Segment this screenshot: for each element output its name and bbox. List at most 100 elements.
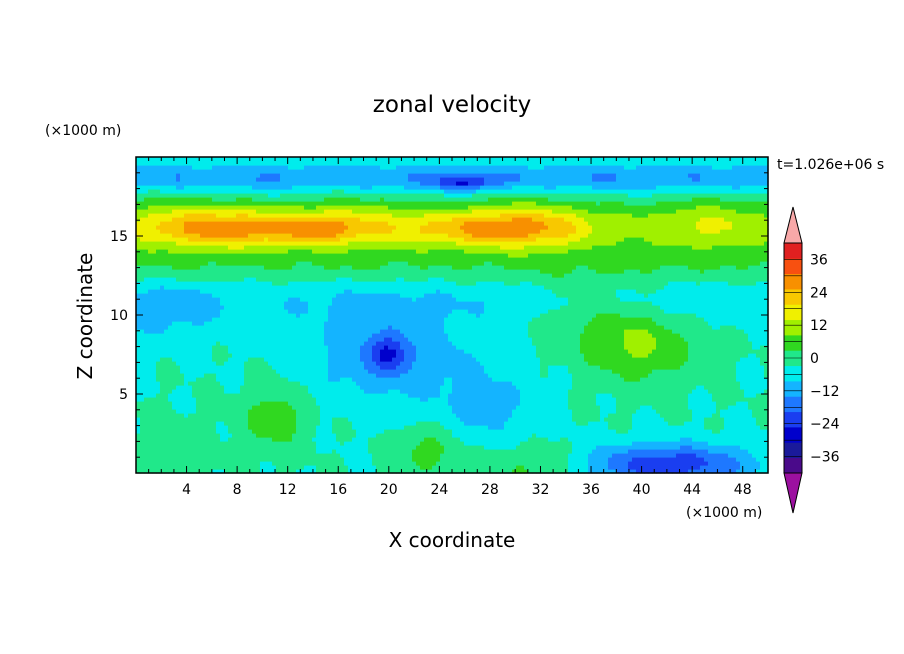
heatmap-cell: [268, 465, 273, 470]
heatmap-cell: [364, 445, 369, 450]
heatmap-cell: [368, 393, 373, 398]
heatmap-cell: [288, 253, 293, 258]
heatmap-cell: [256, 189, 261, 194]
heatmap-cell: [220, 341, 225, 346]
heatmap-cell: [240, 333, 245, 338]
heatmap-cell: [136, 173, 141, 178]
heatmap-cell: [200, 261, 205, 266]
heatmap-cell: [144, 273, 149, 278]
heatmap-cell: [212, 433, 217, 438]
heatmap-cell: [352, 161, 357, 166]
heatmap-cell: [144, 185, 149, 190]
heatmap-cell: [344, 257, 349, 262]
heatmap-cell: [280, 349, 285, 354]
heatmap-cell: [380, 425, 385, 430]
heatmap-cell: [276, 205, 281, 210]
heatmap-cell: [252, 245, 257, 250]
heatmap-cell: [268, 409, 273, 414]
heatmap-cell: [248, 353, 253, 358]
heatmap-cell: [236, 181, 241, 186]
heatmap-cell: [176, 385, 181, 390]
heatmap-cell: [228, 197, 233, 202]
heatmap-cell: [180, 277, 185, 282]
heatmap-cell: [328, 453, 333, 458]
heatmap-cell: [352, 233, 357, 238]
heatmap-cell: [384, 161, 389, 166]
heatmap-cell: [196, 465, 201, 470]
heatmap-cell: [184, 245, 189, 250]
heatmap-cell: [292, 453, 297, 458]
heatmap-cell: [288, 445, 293, 450]
heatmap-cell: [324, 457, 329, 462]
heatmap-cell: [284, 177, 289, 182]
heatmap-cell: [232, 445, 237, 450]
heatmap-cell: [284, 253, 289, 258]
heatmap-cell: [144, 165, 149, 170]
heatmap-cell: [360, 409, 365, 414]
heatmap-cell: [380, 405, 385, 410]
heatmap-cell: [368, 281, 373, 286]
heatmap-cell: [172, 225, 177, 230]
heatmap-cell: [244, 181, 249, 186]
heatmap-cell: [172, 417, 177, 422]
heatmap-cell: [212, 193, 217, 198]
heatmap-cell: [340, 337, 345, 342]
heatmap-cell: [284, 365, 289, 370]
heatmap-cell: [208, 413, 213, 418]
heatmap-cell: [380, 285, 385, 290]
heatmap-cell: [344, 205, 349, 210]
heatmap-cell: [228, 465, 233, 470]
heatmap-cell: [260, 289, 265, 294]
heatmap-cell: [148, 353, 153, 358]
heatmap-cell: [220, 313, 225, 318]
heatmap-cell: [228, 165, 233, 170]
heatmap-cell: [244, 321, 249, 326]
heatmap-cell: [176, 269, 181, 274]
heatmap-cell: [212, 297, 217, 302]
heatmap-cell: [288, 453, 293, 458]
heatmap-cell: [260, 321, 265, 326]
heatmap-cell: [160, 353, 165, 358]
heatmap-cell: [272, 445, 277, 450]
heatmap-cell: [136, 457, 141, 462]
heatmap-cell: [140, 341, 145, 346]
heatmap-cell: [224, 269, 229, 274]
heatmap-cell: [380, 349, 385, 354]
heatmap-cell: [232, 441, 237, 446]
heatmap-cell: [340, 369, 345, 374]
heatmap-cell: [356, 157, 361, 162]
heatmap-cell: [192, 349, 197, 354]
heatmap-cell: [276, 441, 281, 446]
heatmap-cell: [156, 289, 161, 294]
heatmap-cell: [328, 197, 333, 202]
heatmap-cell: [212, 381, 217, 386]
heatmap-cell: [244, 237, 249, 242]
heatmap-cell: [224, 433, 229, 438]
heatmap-cell: [340, 409, 345, 414]
heatmap-cell: [316, 261, 321, 266]
heatmap-cell: [384, 245, 389, 250]
heatmap-cell: [216, 341, 221, 346]
heatmap-cell: [208, 221, 213, 226]
heatmap-cell: [240, 441, 245, 446]
heatmap-cell: [216, 461, 221, 466]
heatmap-cell: [188, 417, 193, 422]
heatmap-cell: [184, 289, 189, 294]
heatmap-cell: [136, 189, 141, 194]
heatmap-cell: [148, 457, 153, 462]
heatmap-cell: [340, 413, 345, 418]
heatmap-cell: [164, 321, 169, 326]
heatmap-cell: [328, 321, 333, 326]
heatmap-cell: [344, 333, 349, 338]
heatmap-cell: [180, 301, 185, 306]
heatmap-cell: [140, 261, 145, 266]
heatmap-cell: [236, 469, 241, 474]
heatmap-cell: [304, 381, 309, 386]
heatmap-cell: [228, 193, 233, 198]
heatmap-cell: [292, 325, 297, 330]
heatmap-cell: [196, 269, 201, 274]
heatmap-cell: [336, 237, 341, 242]
heatmap-cell: [156, 405, 161, 410]
heatmap-cell: [136, 453, 141, 458]
heatmap-cell: [356, 245, 361, 250]
